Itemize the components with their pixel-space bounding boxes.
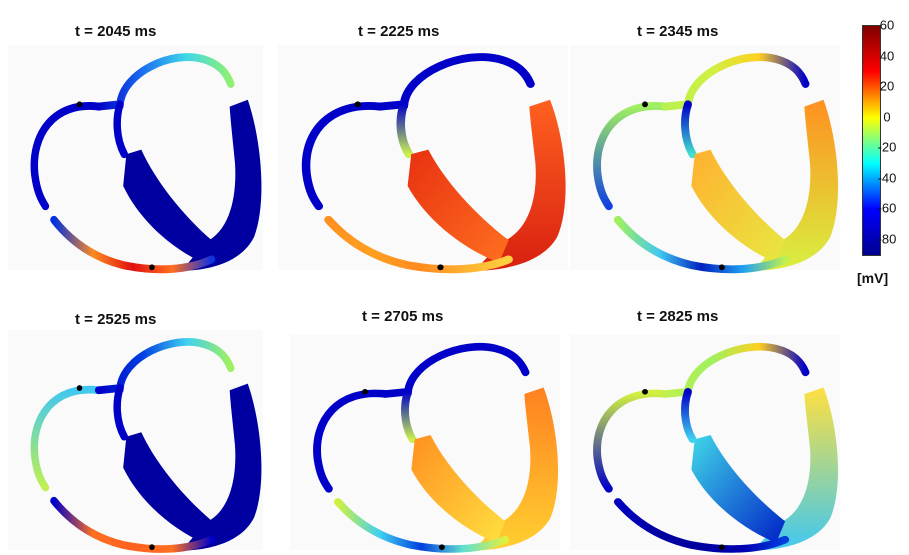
- right-ventricle-wall: [613, 498, 790, 553]
- colorbar-tick-label: -20: [877, 139, 897, 155]
- heart-shape: [301, 53, 566, 274]
- left-ventricle-wall: [473, 387, 559, 551]
- atrial-probe-dot: [362, 388, 368, 395]
- atrial-septum: [113, 384, 128, 441]
- right-ventricle-wall: [50, 215, 216, 274]
- atrial-probe-dot: [642, 388, 648, 395]
- colorbar-tick-label: -40: [877, 170, 897, 186]
- colorbar-tick-label: 60: [879, 17, 895, 33]
- left-atrium-roof: [375, 53, 535, 111]
- colorbar-gradient: [862, 25, 881, 256]
- colorbar-tick-label: 0: [883, 109, 891, 125]
- atrial-septum: [113, 100, 128, 159]
- left-atrium-roof: [381, 343, 530, 398]
- right-atrium-wall: [30, 102, 103, 211]
- left-ventricle-wall: [474, 99, 566, 271]
- ventricular-probe-dot: [437, 264, 444, 271]
- atrial-septum: [681, 100, 697, 159]
- ventricular-septum: [411, 434, 506, 543]
- right-atrium-wall: [593, 389, 670, 493]
- atrial-probe-dot: [354, 101, 361, 108]
- ventricular-probe-dot: [438, 544, 445, 550]
- atrial-septum: [396, 100, 414, 159]
- right-ventricle-wall: [613, 215, 790, 274]
- colorbar-tick-label: 40: [879, 48, 895, 64]
- ventricular-septum: [123, 432, 212, 543]
- panel-title: t = 2825 ms: [637, 308, 719, 325]
- panel-title: t = 2345 ms: [637, 23, 719, 40]
- panel-title: t = 2525 ms: [75, 311, 157, 328]
- panel-title: t = 2705 ms: [362, 308, 444, 325]
- left-ventricle-wall: [181, 383, 262, 551]
- heart-shape: [313, 343, 559, 553]
- ventricular-probe-dot: [149, 544, 155, 551]
- heart-shape: [593, 53, 839, 274]
- panel-title: t = 2045 ms: [75, 23, 157, 40]
- right-atrium-wall: [593, 102, 670, 211]
- right-ventricle-wall: [50, 496, 216, 553]
- left-ventricle-wall: [753, 387, 839, 551]
- left-atrium-roof: [94, 338, 235, 395]
- atrial-septum: [681, 388, 697, 444]
- ventricular-septum: [691, 434, 786, 543]
- atrial-septum: [401, 388, 417, 444]
- ventricular-probe-dot: [718, 264, 725, 271]
- colorbar-tick-label: -80: [877, 231, 897, 247]
- ventricular-septum: [407, 149, 509, 263]
- right-ventricle-wall: [324, 215, 513, 274]
- right-atrium-wall: [30, 385, 103, 492]
- heart-shape: [593, 343, 839, 553]
- ventricular-probe-dot: [718, 544, 725, 550]
- colorbar-tick-label: 20: [879, 78, 895, 94]
- left-atrium-roof: [94, 53, 235, 111]
- right-atrium-wall: [313, 389, 390, 493]
- right-ventricle-wall: [333, 498, 510, 553]
- atrial-probe-dot: [642, 101, 648, 108]
- right-atrium-wall: [301, 102, 384, 211]
- atrial-probe-dot: [76, 101, 83, 108]
- colorbar-tick-label: -60: [877, 200, 897, 216]
- panel-title: t = 2225 ms: [358, 23, 440, 40]
- left-ventricle-wall: [753, 99, 839, 271]
- colorbar-unit: [mV]: [857, 270, 889, 286]
- left-atrium-roof: [661, 343, 810, 398]
- ventricular-septum: [123, 149, 212, 263]
- ventricular-probe-dot: [149, 264, 155, 271]
- heart-shape: [30, 53, 262, 274]
- heart-shape: [30, 338, 262, 553]
- left-atrium-roof: [661, 53, 810, 111]
- left-ventricle-wall: [181, 99, 262, 271]
- ventricular-septum: [691, 149, 786, 263]
- atrial-probe-dot: [76, 385, 83, 391]
